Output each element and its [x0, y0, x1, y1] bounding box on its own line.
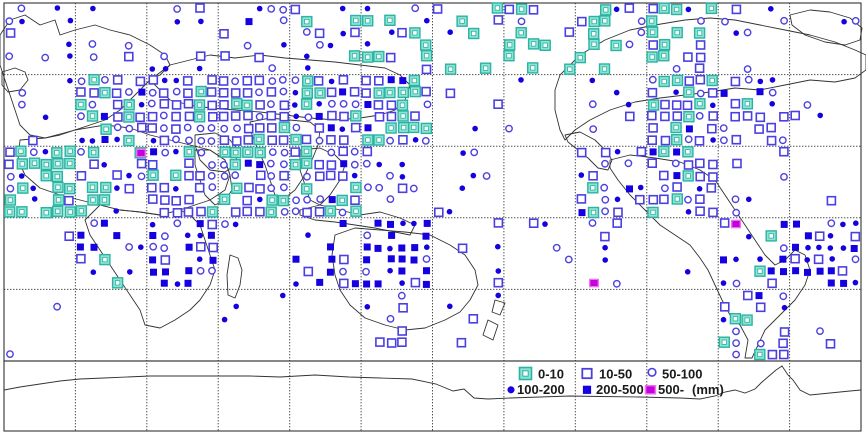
svg-text:10-50: 10-50: [599, 367, 632, 382]
svg-text:200-500: 200-500: [596, 382, 644, 397]
svg-text:100-200: 100-200: [517, 382, 565, 397]
svg-text:(mm): (mm): [692, 382, 724, 397]
svg-text:0-10: 0-10: [538, 367, 564, 382]
svg-text:50-100: 50-100: [662, 367, 702, 382]
svg-text:500-: 500-: [658, 382, 684, 397]
